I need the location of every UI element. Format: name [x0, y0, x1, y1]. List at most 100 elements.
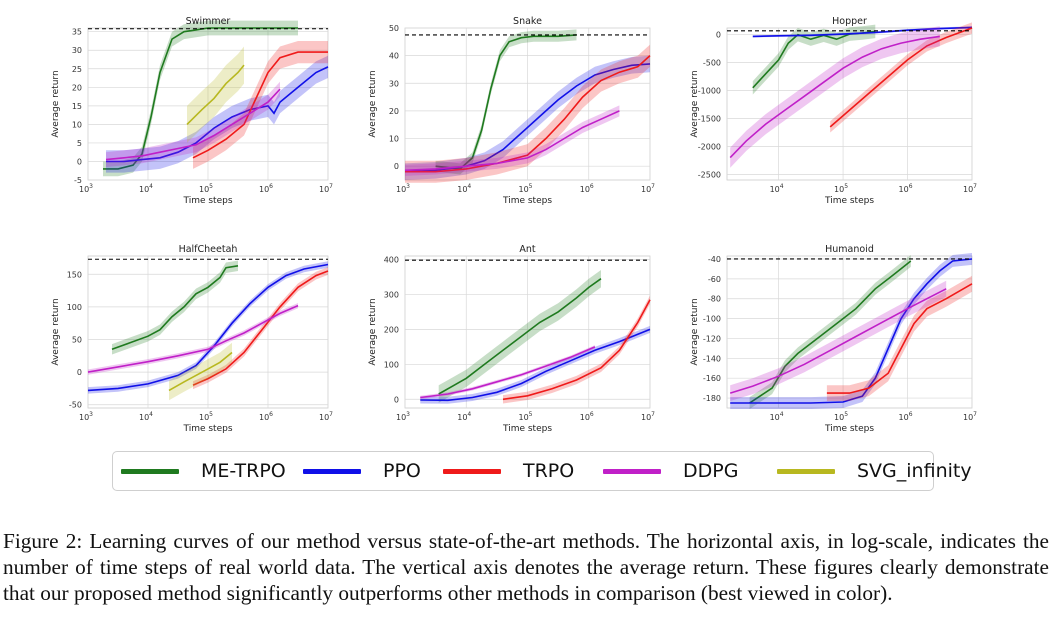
series-ddpg	[729, 288, 947, 394]
x-tick-label: 104	[457, 411, 471, 422]
y-axis-label: Average return	[368, 298, 378, 365]
y-tick-label: 50	[72, 336, 82, 345]
series-trpo	[826, 283, 973, 394]
x-tick-label: 105	[834, 411, 848, 422]
legend-swatch	[121, 468, 179, 474]
series-trpo	[829, 27, 973, 128]
series-ppo	[106, 66, 329, 163]
panel-ant: 0 100 200 300 400 103 104 105 106 107 Ant Time step…	[368, 244, 655, 434]
y-axis-label: Average return	[51, 70, 61, 137]
y-tick-label: -500	[703, 59, 721, 68]
y-tick-label: -1000	[698, 87, 721, 96]
x-tick-label: 106	[899, 183, 913, 194]
y-tick-label: 400	[384, 255, 399, 264]
x-tick-label: 104	[139, 183, 153, 194]
figure-caption: Figure 2: Learning curves of our method …	[3, 529, 1049, 605]
y-axis-label: Average return	[368, 70, 378, 137]
series-ppo	[420, 328, 651, 402]
y-tick-label: 25	[72, 65, 82, 74]
y-tick-label: 20	[72, 83, 82, 92]
y-tick-label: 0	[394, 162, 399, 171]
x-tick-label: 103	[79, 411, 93, 422]
series-me	[435, 34, 577, 170]
y-tick-label: 150	[67, 270, 82, 279]
y-tick-label: -180	[703, 394, 721, 403]
band-me	[112, 260, 238, 355]
series-trpo	[192, 270, 329, 386]
panel-title: Swimmer	[186, 16, 231, 27]
x-tick-label: 103	[79, 183, 93, 194]
legend-label: PPO	[383, 460, 421, 482]
legend-item-me: ME-TRPO	[121, 452, 286, 490]
legend-swatch	[443, 468, 501, 474]
y-tick-label: 30	[389, 79, 399, 88]
series-ppo	[87, 263, 329, 392]
y-tick-label: -120	[703, 334, 721, 343]
x-tick-label: 105	[199, 183, 213, 194]
series-ppo	[730, 258, 973, 404]
series-trpo	[405, 55, 651, 173]
legend: ME-TRPO PPO TRPO DDPG SVG_infinity	[112, 451, 972, 491]
x-tick-label: 105	[199, 411, 213, 422]
x-tick-label: 107	[641, 411, 655, 422]
x-tick-label: 104	[457, 183, 471, 194]
band-ppo	[405, 55, 650, 180]
x-tick-label: 106	[259, 411, 273, 422]
y-tick-label: 0	[716, 31, 721, 40]
x-tick-label: 106	[580, 183, 594, 194]
band-svg	[187, 46, 244, 143]
plot-area	[726, 255, 973, 409]
band-trpo	[193, 41, 328, 169]
legend-label: TRPO	[523, 460, 575, 482]
x-tick-label: 107	[963, 183, 977, 194]
y-tick-label: 10	[72, 120, 82, 129]
band-ddpg	[730, 280, 947, 401]
panel-title: Hopper	[832, 16, 867, 27]
series-me	[749, 260, 912, 404]
legend-item-ppo: PPO	[303, 452, 421, 490]
x-tick-label: 107	[963, 411, 977, 422]
series-ddpg	[420, 346, 596, 399]
band-ddpg	[88, 303, 298, 375]
panel-title: HalfCheetah	[179, 244, 238, 255]
legend-item-svg: SVG_infinity	[777, 452, 972, 490]
panel-halfcheetah: -50 0 50 100 150 103 104 105 106 107 HalfCheetah Ti…	[51, 244, 333, 434]
y-tick-label: -40	[708, 255, 721, 264]
y-tick-label: 40	[389, 52, 399, 61]
y-tick-label: 15	[72, 102, 82, 111]
y-tick-label: -5	[74, 176, 82, 185]
y-tick-label: -60	[708, 275, 721, 284]
legend-label: ME-TRPO	[201, 460, 286, 482]
x-axis-label: Time steps	[502, 196, 552, 206]
legend-item-trpo: TRPO	[443, 452, 574, 490]
panel-swimmer: -5 0 5 10 15 20 25 30 35 103 104 105 106 107 Swimmer Ti…	[51, 16, 333, 206]
legend-swatch	[303, 468, 361, 474]
x-tick-label: 107	[319, 411, 333, 422]
y-tick-label: 50	[389, 24, 399, 33]
y-axis-label: Average return	[690, 70, 700, 137]
series-trpo	[192, 51, 328, 159]
legend-label: DDPG	[683, 460, 739, 482]
y-axis-label: Average return	[690, 298, 700, 365]
plot-area	[726, 27, 973, 181]
y-tick-label: 300	[384, 290, 399, 299]
y-tick-label: -1500	[698, 115, 721, 124]
x-axis-label: Time steps	[182, 424, 232, 434]
legend-swatch	[603, 468, 661, 474]
y-tick-label: 100	[384, 360, 399, 369]
x-tick-label: 103	[396, 411, 410, 422]
band-ppo	[730, 253, 972, 409]
y-tick-label: -160	[703, 374, 721, 383]
panel-snake: 0 10 20 30 40 50 103 104 105 106 107 Snake Time step…	[368, 16, 655, 206]
band-svg	[169, 342, 232, 401]
y-tick-label: 100	[67, 303, 82, 312]
x-tick-label: 104	[770, 183, 784, 194]
legend-label: SVG_infinity	[857, 460, 972, 482]
y-tick-label: -2000	[698, 142, 721, 151]
y-axis-label: Average return	[51, 298, 61, 365]
band-trpo	[193, 267, 328, 390]
series-me	[103, 27, 298, 170]
band-ddpg	[730, 26, 940, 168]
y-tick-label: -80	[708, 295, 721, 304]
